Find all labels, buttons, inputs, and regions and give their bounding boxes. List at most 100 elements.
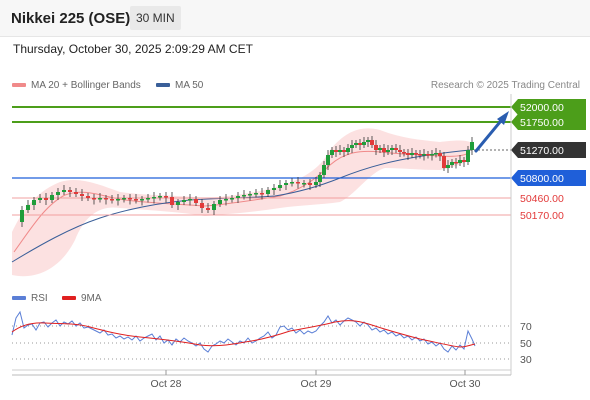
- rsi-tick-30: 30: [520, 354, 532, 366]
- candle-body: [418, 154, 422, 156]
- x-label-oct28: Oct 28: [151, 378, 182, 390]
- candle-body: [80, 194, 84, 196]
- candle-body: [314, 182, 318, 185]
- candle-body: [346, 148, 350, 152]
- level-50800-label: 50800.00: [520, 173, 564, 185]
- level-50800-tag: [511, 170, 586, 186]
- candle-body: [402, 152, 406, 154]
- legend-rsi-ma-label: 9MA: [81, 293, 102, 304]
- candle-body: [272, 188, 276, 190]
- candle-body: [86, 196, 90, 198]
- candle-body: [140, 199, 144, 201]
- level-50460-label: 50460.00: [520, 193, 564, 205]
- candle-body: [462, 160, 466, 162]
- candle-body: [56, 192, 60, 195]
- candle-body: [134, 199, 138, 201]
- level-51750-tag: [511, 114, 586, 130]
- candle-body: [254, 193, 258, 195]
- candle-body: [308, 183, 312, 185]
- candle-body: [458, 160, 462, 163]
- candle-body: [188, 199, 192, 201]
- candle-body: [378, 148, 382, 150]
- candle-body: [44, 198, 48, 200]
- legend-ma20-bollinger: MA 20 + Bollinger Bands: [12, 80, 141, 91]
- candle-body: [302, 183, 306, 185]
- research-credit: Research © 2025 Trading Central: [430, 80, 580, 91]
- legend-rsi-label: RSI: [31, 293, 48, 304]
- candle-body: [110, 199, 114, 201]
- candle-body: [398, 150, 402, 152]
- candle-body: [128, 198, 132, 200]
- candle-body: [410, 153, 414, 155]
- candle-body: [38, 198, 42, 200]
- candle-body: [98, 198, 102, 200]
- candle-body: [430, 154, 434, 156]
- level-50170-label: 50170.00: [520, 210, 564, 222]
- candle-body: [362, 142, 366, 145]
- candle-body: [218, 200, 222, 204]
- candle-body: [414, 153, 418, 155]
- candle-body: [242, 195, 246, 197]
- candle-body: [170, 197, 174, 205]
- candle-body: [470, 142, 474, 150]
- candle-body: [296, 182, 300, 184]
- candle-body: [152, 197, 156, 199]
- candle-body: [224, 199, 228, 201]
- level-52000-label: 52000.00: [520, 102, 564, 114]
- ma20-swatch-icon: [12, 83, 26, 88]
- candle-body: [278, 185, 282, 188]
- candle-body: [68, 190, 72, 192]
- candle-body: [370, 140, 374, 145]
- candle-body: [92, 198, 96, 200]
- rsi-line: [11, 310, 476, 353]
- interval-button[interactable]: 30 MIN: [130, 6, 181, 30]
- candle-body: [164, 196, 168, 198]
- candle-body: [26, 205, 30, 210]
- candle-body: [122, 198, 126, 200]
- legend-ma50: MA 50: [156, 80, 203, 91]
- candle-body: [116, 199, 120, 201]
- candle-body: [230, 198, 234, 200]
- candle-body: [206, 208, 210, 210]
- candle-body: [374, 145, 378, 150]
- candle-body: [50, 195, 54, 200]
- chart-header: Nikkei 225 (OSE) 30 MIN: [0, 0, 590, 37]
- candle-body: [318, 175, 322, 182]
- candles-layer: [20, 136, 474, 227]
- forecast-arrow-icon: [474, 111, 509, 153]
- candle-body: [386, 150, 390, 152]
- candle-body: [442, 156, 446, 168]
- candle-body: [248, 194, 252, 196]
- candle-body: [158, 196, 162, 198]
- level-51270-label: 51270.00: [520, 145, 564, 157]
- candle-body: [406, 153, 410, 155]
- candle-body: [146, 198, 150, 200]
- timestamp: Thursday, October 30, 2025 2:09:29 AM CE…: [13, 42, 253, 56]
- candle-body: [284, 183, 288, 185]
- level-52000-tag: [511, 99, 586, 115]
- candle-body: [426, 154, 430, 156]
- candle-body: [236, 196, 240, 198]
- candle-body: [260, 193, 264, 195]
- candle-body: [466, 150, 470, 162]
- legend-rsi: RSI: [12, 293, 48, 304]
- legend-ma50-label: MA 50: [175, 80, 204, 91]
- x-label-oct30: Oct 30: [450, 378, 481, 390]
- candle-body: [390, 148, 394, 150]
- candle-body: [266, 190, 270, 194]
- candle-body: [326, 155, 330, 165]
- candle-body: [342, 150, 346, 152]
- legend-ma20-label: MA 20 + Bollinger Bands: [31, 80, 141, 91]
- rsi-ma-swatch-icon: [62, 296, 76, 301]
- candle-body: [382, 148, 386, 152]
- candle-body: [450, 162, 454, 165]
- candle-body: [200, 203, 204, 208]
- candle-body: [434, 153, 438, 155]
- candle-body: [394, 148, 398, 150]
- candle-body: [104, 198, 108, 200]
- level-51750-label: 51750.00: [520, 117, 564, 129]
- candle-body: [338, 150, 342, 152]
- candle-body: [330, 150, 334, 155]
- candle-body: [334, 150, 338, 152]
